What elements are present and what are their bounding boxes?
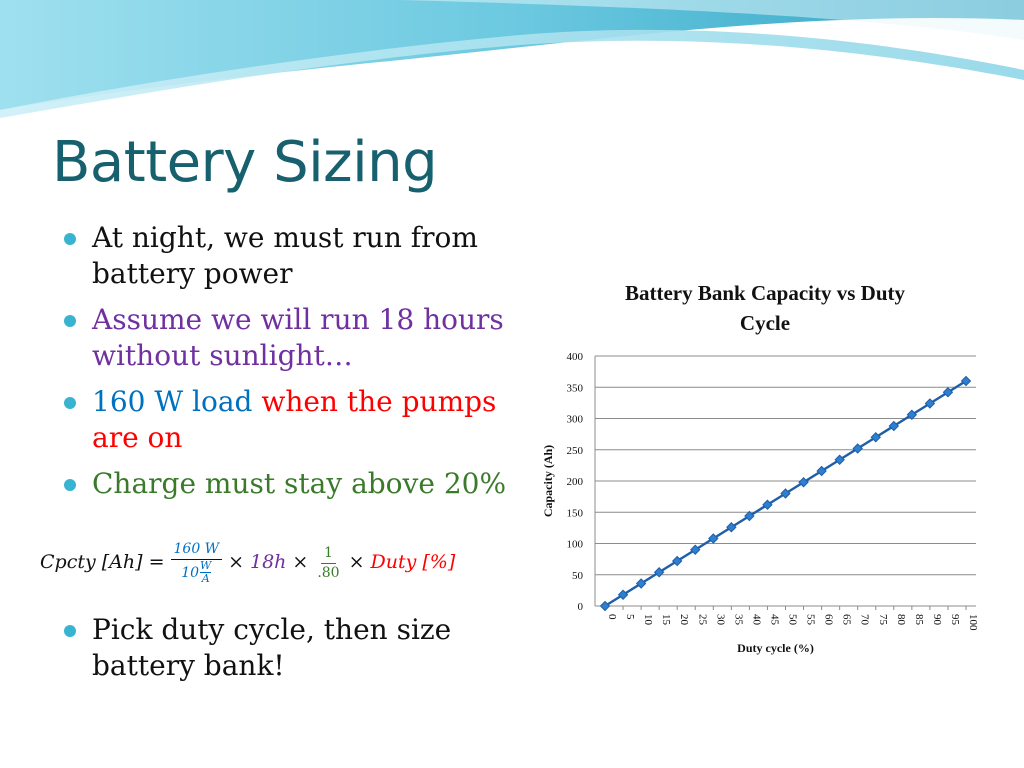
data-point — [798, 477, 809, 488]
bullet-text: Charge must stay above 20% — [92, 467, 507, 500]
bullet-text-load: 160 W load — [92, 385, 253, 418]
bullet-text: At night, we must run from battery power — [92, 221, 478, 290]
y-tick-label: 350 — [567, 382, 584, 394]
data-point — [653, 567, 665, 578]
y-tick-label: 100 — [567, 539, 584, 551]
x-tick-label: 95 — [949, 614, 961, 626]
bullet-text: Pick duty cycle, then size battery bank! — [92, 613, 452, 682]
slide-title: Battery Sizing — [52, 130, 438, 195]
bullet-icon — [64, 479, 76, 491]
x-tick-label: 5 — [624, 614, 636, 620]
bullet-icon — [64, 625, 76, 637]
x-tick-label: 50 — [787, 614, 799, 626]
data-point — [942, 387, 954, 398]
data-point — [780, 488, 791, 499]
x-tick-label: 70 — [859, 614, 871, 626]
data-point — [599, 600, 611, 612]
data-point — [708, 533, 719, 544]
y-tick-label: 250 — [567, 445, 584, 457]
x-tick-label: 10 — [642, 614, 654, 626]
bullet-text: Assume we will run 18 hours without sunl… — [92, 303, 504, 372]
bullet-list: At night, we must run from battery power… — [62, 220, 522, 512]
bullet-item: Assume we will run 18 hours without sunl… — [62, 302, 522, 374]
formula-duty: Duty [%] — [370, 551, 456, 573]
y-tick-label: 0 — [578, 601, 584, 613]
data-point — [762, 499, 773, 510]
data-point — [744, 510, 755, 522]
bullet-icon — [64, 315, 76, 327]
x-tick-label: 40 — [750, 614, 762, 626]
x-tick-label: 0 — [606, 614, 618, 620]
x-tick-label: 65 — [841, 614, 853, 626]
data-point — [726, 522, 737, 533]
data-point — [635, 578, 647, 589]
x-tick-label: 90 — [931, 614, 943, 626]
formula-den-coef: 10 — [181, 564, 200, 581]
bullet-item: Charge must stay above 20% — [62, 466, 522, 502]
data-point — [906, 409, 918, 420]
bullet-item: Pick duty cycle, then size battery bank! — [62, 612, 522, 684]
formula-load-denominator: 10 W A — [178, 560, 214, 585]
data-point — [888, 420, 900, 432]
formula-fraction-load: 160 W 10 W A — [170, 539, 223, 585]
bullet-icon — [64, 397, 76, 409]
x-tick-label: 60 — [823, 614, 835, 626]
data-point — [960, 375, 972, 387]
formula-charge-numerator: 1 — [321, 543, 336, 564]
data-point — [690, 544, 701, 555]
x-tick-label: 45 — [768, 614, 780, 626]
header-wave-decoration — [0, 0, 1024, 118]
formula-a: A — [201, 572, 210, 585]
y-tick-label: 150 — [567, 507, 584, 519]
x-tick-label: 75 — [877, 614, 889, 626]
y-tick-label: 400 — [567, 351, 584, 363]
x-tick-label: 85 — [913, 614, 925, 626]
formula-load-numerator: 160 W — [170, 539, 223, 560]
formula-w: W — [200, 559, 212, 573]
x-tick-label: 100 — [967, 614, 979, 631]
x-tick-label: 55 — [805, 614, 817, 626]
data-point — [671, 555, 683, 567]
x-tick-label: 20 — [678, 614, 690, 626]
x-tick-label: 15 — [660, 614, 672, 626]
formula-lhs: Cpcty [Ah] = — [40, 551, 165, 573]
data-point — [870, 432, 881, 443]
x-axis-label: Duty cycle (%) — [737, 641, 814, 655]
y-tick-label: 200 — [567, 476, 584, 488]
formula-hours: 18h — [249, 551, 287, 573]
formula-charge-denominator: .80 — [317, 564, 340, 581]
formula-times: × — [228, 551, 244, 573]
y-axis-label: Capacity (Ah) — [541, 445, 555, 517]
capacity-chart: Battery Bank Capacity vs Duty Cycle 0 50 100… — [530, 270, 1000, 670]
data-point — [924, 398, 936, 409]
bullet-list-final: Pick duty cycle, then size battery bank! — [62, 612, 522, 694]
formula-fraction-charge: 1 .80 — [314, 543, 342, 582]
x-tick-label: 80 — [895, 614, 907, 626]
data-point — [816, 465, 827, 477]
chart-title-line2: Cycle — [740, 311, 790, 335]
bullet-icon — [64, 233, 76, 245]
x-tick-label: 30 — [714, 614, 726, 626]
bullet-item: At night, we must run from battery power — [62, 220, 522, 292]
formula-times: × — [292, 551, 309, 573]
bullet-text-condition: when the pumps are on — [92, 385, 497, 454]
data-point — [852, 443, 863, 454]
y-tick-label: 300 — [567, 414, 584, 426]
bullet-item: 160 W load when the pumps are on — [62, 384, 522, 456]
x-tick-label: 35 — [732, 614, 744, 626]
capacity-formula: Cpcty [Ah] = 160 W 10 W A × 18h × 1 .80 … — [40, 532, 455, 592]
chart-title-line1: Battery Bank Capacity vs Duty — [625, 281, 906, 305]
formula-times: × — [348, 551, 365, 573]
data-point — [834, 454, 845, 465]
x-tick-label: 25 — [696, 614, 708, 626]
data-point — [617, 589, 629, 600]
chart-svg: Battery Bank Capacity vs DutyCycle050100… — [541, 281, 979, 655]
y-tick-label: 50 — [572, 570, 584, 582]
formula-w-per-a: W A — [200, 559, 212, 585]
